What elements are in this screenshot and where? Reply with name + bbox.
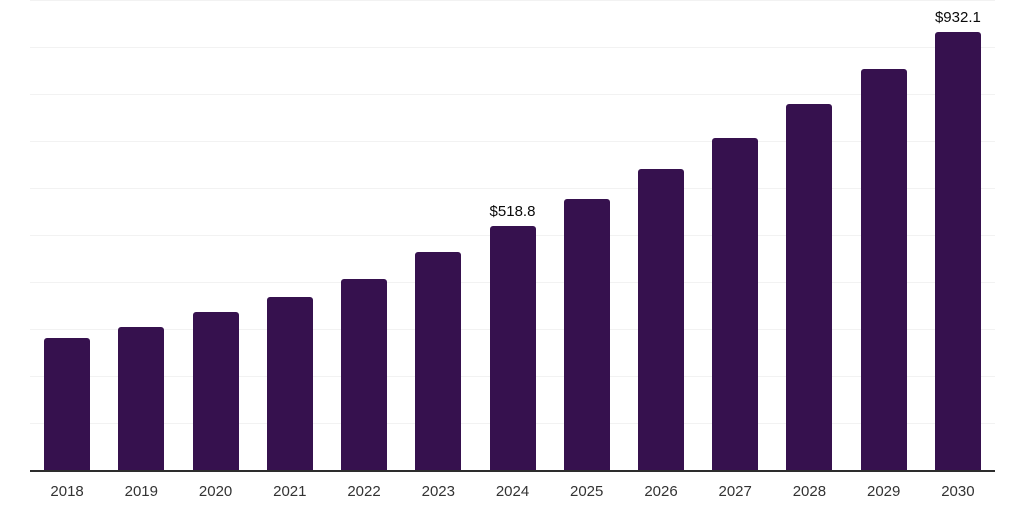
bar-2020 <box>192 312 239 470</box>
x-tick-2023: 2023 <box>421 483 455 500</box>
bar-2030 <box>934 31 981 470</box>
bar-2023 <box>415 251 462 470</box>
bar-2024 <box>489 226 536 470</box>
bar-2019 <box>118 326 165 470</box>
data-label-2030: $932.1 <box>934 8 981 26</box>
bar-2021 <box>266 297 313 470</box>
bar-2028 <box>786 103 833 470</box>
bar-2027 <box>712 138 759 470</box>
plot-area: $518.8 $932.1 <box>30 0 995 472</box>
x-tick-2030: 2030 <box>941 483 975 500</box>
x-tick-2021: 2021 <box>273 483 307 500</box>
bar-2025 <box>563 198 610 470</box>
x-tick-2025: 2025 <box>570 483 604 500</box>
x-tick-2026: 2026 <box>644 483 678 500</box>
bar-2029 <box>860 69 907 470</box>
x-axis-labels: 2018 2019 2020 2021 2022 2023 2024 2025 2026 2027… <box>30 483 995 505</box>
x-tick-2024: 2024 <box>495 483 530 500</box>
x-tick-2019: 2019 <box>124 483 158 500</box>
x-tick-2020: 2020 <box>198 483 233 500</box>
bar-2026 <box>638 169 684 470</box>
x-tick-2022: 2022 <box>347 483 381 500</box>
data-label-2024: $518.8 <box>489 203 536 221</box>
x-tick-2018: 2018 <box>50 483 84 500</box>
x-tick-2027: 2027 <box>718 483 752 500</box>
x-tick-2028: 2028 <box>792 483 827 500</box>
x-tick-2029: 2029 <box>867 483 901 500</box>
bar-2018 <box>44 338 91 470</box>
bar-2022 <box>341 279 387 470</box>
